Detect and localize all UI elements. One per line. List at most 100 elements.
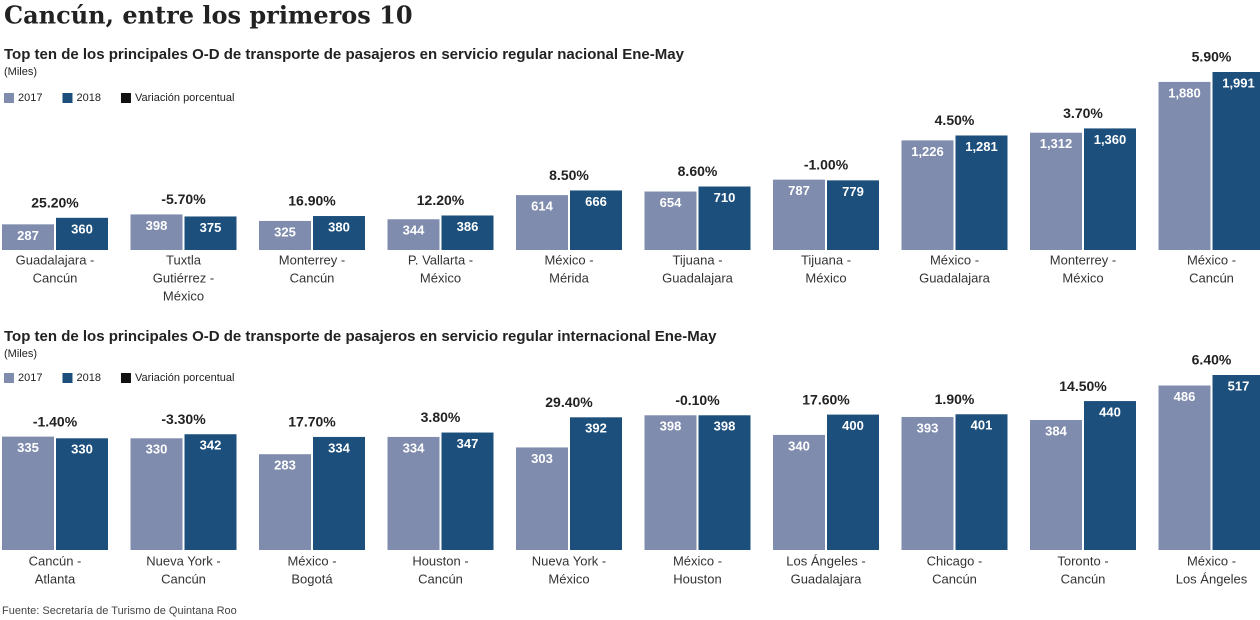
- bar: [773, 434, 825, 550]
- bar: [184, 434, 237, 550]
- bar: [259, 454, 311, 550]
- percent-change: 25.20%: [31, 195, 79, 211]
- category-label: México: [163, 288, 204, 303]
- percent-change: 3.70%: [1063, 105, 1103, 121]
- value-label: 440: [1099, 405, 1121, 420]
- value-label: 347: [457, 436, 479, 451]
- value-label: 303: [531, 451, 553, 466]
- bar: [1084, 128, 1136, 250]
- value-label: 392: [585, 421, 607, 436]
- category-label: México -: [544, 252, 593, 267]
- value-label: 779: [842, 184, 864, 199]
- legend-label: 2018: [76, 92, 100, 104]
- value-label: 386: [457, 219, 479, 234]
- category-label: P. Vallarta -: [408, 252, 473, 267]
- category-label: Houston: [673, 571, 721, 586]
- legend-label: 2017: [18, 92, 42, 104]
- category-label: Nueva York -: [532, 553, 606, 568]
- legend-swatch: [4, 93, 14, 103]
- value-label: 330: [146, 442, 168, 457]
- value-label: 517: [1228, 378, 1250, 393]
- value-label: 384: [1045, 423, 1067, 438]
- category-label: México -: [287, 553, 336, 568]
- value-label: 486: [1174, 389, 1196, 404]
- bar: [441, 432, 494, 550]
- chart-title: Top ten de los principales O-D de transp…: [4, 328, 717, 345]
- bar: [827, 180, 879, 250]
- category-label: Cancún -: [29, 553, 82, 568]
- value-label: 401: [971, 418, 993, 433]
- category-label: Monterrey -: [1050, 252, 1116, 267]
- category-label: Los Ángeles: [1176, 571, 1248, 586]
- bar: [130, 438, 183, 550]
- category-label: Cancún: [932, 571, 977, 586]
- percent-change: 6.40%: [1192, 352, 1232, 368]
- bar: [644, 415, 697, 550]
- percent-change: 16.90%: [288, 193, 336, 209]
- chart-subtitle: (Miles): [4, 66, 37, 78]
- legend-swatch: [120, 373, 131, 383]
- value-label: 1,226: [911, 144, 944, 159]
- value-label: 398: [714, 419, 736, 434]
- category-label: Los Ángeles -: [786, 553, 866, 568]
- bar: [955, 414, 1008, 550]
- category-label: Toronto -: [1057, 553, 1108, 568]
- bar: [1158, 385, 1211, 550]
- value-label: 360: [71, 221, 93, 236]
- bar: [387, 436, 440, 550]
- percent-change: 14.50%: [1059, 378, 1107, 394]
- value-label: 287: [17, 228, 39, 243]
- legend-swatch: [62, 373, 73, 383]
- category-label: Houston -: [412, 553, 468, 568]
- category-label: Guadalajara: [919, 270, 991, 285]
- category-label: Tijuana -: [801, 252, 851, 267]
- percent-change: 1.90%: [935, 391, 975, 407]
- value-label: 325: [274, 224, 296, 239]
- legend-swatch: [62, 93, 73, 103]
- chart-subtitle: (Miles): [4, 348, 37, 360]
- category-label: Bogotá: [291, 571, 333, 586]
- bar: [698, 186, 751, 250]
- category-label: Tuxtla: [166, 252, 202, 267]
- value-label: 710: [714, 190, 736, 205]
- bar: [184, 216, 237, 250]
- value-label: 330: [71, 442, 93, 457]
- value-label: 1,312: [1040, 136, 1073, 151]
- percent-change: -5.70%: [161, 191, 206, 207]
- value-label: 342: [200, 438, 222, 453]
- percent-change: 17.60%: [802, 391, 850, 407]
- value-label: 335: [17, 440, 39, 455]
- percent-change: 17.70%: [288, 414, 336, 430]
- category-label: México: [805, 270, 846, 285]
- value-label: 666: [585, 194, 607, 209]
- category-label: México -: [1187, 252, 1236, 267]
- bar: [1158, 81, 1211, 251]
- value-label: 334: [328, 440, 350, 455]
- value-label: 1,360: [1094, 132, 1127, 147]
- percent-change: -1.00%: [804, 156, 849, 172]
- value-label: 787: [788, 183, 810, 198]
- value-label: 380: [328, 219, 350, 234]
- bar: [827, 414, 879, 550]
- percent-change: 3.80%: [421, 409, 461, 425]
- bar: [2, 436, 54, 550]
- category-label: Atlanta: [35, 571, 76, 586]
- source: Fuente: Secretaría de Turismo de Quintan…: [2, 605, 237, 617]
- legend-swatch: [4, 373, 14, 383]
- bar: [1084, 401, 1136, 550]
- percent-change: 4.50%: [935, 112, 975, 128]
- category-label: Cancún: [161, 571, 206, 586]
- bar: [1030, 132, 1082, 250]
- bar: [56, 217, 108, 250]
- legend-label: Variación porcentual: [135, 372, 234, 384]
- percent-change: -3.30%: [161, 411, 206, 427]
- category-label: México: [548, 571, 589, 586]
- bar: [259, 220, 311, 250]
- value-label: 1,281: [965, 139, 998, 154]
- category-label: Cancún: [33, 270, 78, 285]
- value-label: 393: [917, 420, 939, 435]
- category-label: Mérida: [549, 270, 590, 285]
- percent-change: 29.40%: [545, 394, 593, 410]
- percent-change: 12.20%: [417, 192, 465, 208]
